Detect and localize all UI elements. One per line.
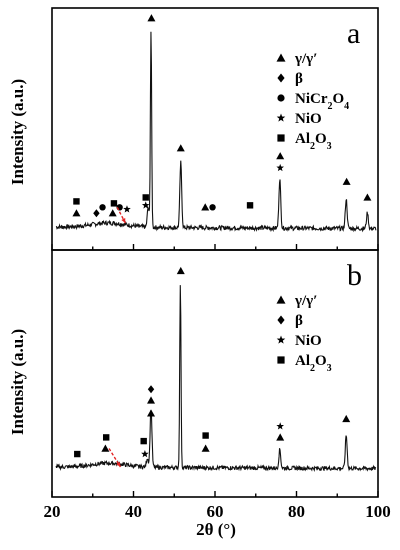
x-axis-title: 2θ (°) [196, 520, 236, 539]
legend-circle-icon [277, 94, 285, 102]
star-marker [276, 163, 284, 172]
triangle-marker [101, 444, 110, 452]
square-marker [110, 200, 118, 207]
triangle-marker [276, 152, 285, 160]
legend-diamond-icon [277, 73, 285, 83]
panel-letter: a [347, 17, 360, 50]
red-arrow-head [121, 218, 126, 224]
legend-label: β [295, 313, 303, 329]
legend-label: NiCr2O4 [295, 91, 349, 112]
x-tick-label: 20 [44, 502, 61, 521]
triangle-marker [276, 433, 285, 441]
star-marker [141, 201, 150, 209]
legend-label: γ/γ′ [294, 51, 317, 67]
triangle-marker [147, 409, 156, 417]
star-marker [276, 422, 284, 430]
star-marker [123, 205, 131, 213]
red-arrow-line [116, 206, 126, 224]
legend-label: γ/γ′ [294, 293, 317, 309]
triangle-marker [147, 14, 156, 22]
xrd-pattern-line [55, 285, 377, 472]
triangle-marker [201, 203, 210, 211]
x-tick-label: 80 [288, 502, 305, 521]
x-tick-label: 40 [125, 502, 142, 521]
legend-label: β [295, 71, 303, 87]
x-tick-label: 100 [365, 502, 391, 521]
diamond-marker [147, 385, 155, 394]
square-marker [140, 437, 147, 445]
panel-b: b γ/γ′ β NiO Al2O3 [55, 259, 377, 472]
triangle-marker [342, 414, 351, 423]
legend-label: NiO [295, 333, 322, 349]
square-marker [102, 434, 110, 441]
shared-axes: 20 40 60 80 100 [44, 7, 391, 521]
panel-frame [51, 7, 379, 251]
triangle-marker [147, 396, 156, 404]
y-axis-title-a: Intensity (a.u.) [8, 79, 27, 185]
legend-square-icon [277, 356, 285, 364]
diamond-marker [93, 209, 100, 218]
circle-marker [209, 204, 216, 211]
red-arrow-line [108, 448, 122, 468]
legend-square-icon [277, 134, 285, 142]
triangle-marker [176, 266, 185, 275]
legend-triangle-icon [276, 295, 286, 304]
legend-star-icon [276, 335, 286, 344]
x-tick-label: 60 [207, 502, 224, 521]
legend-label: Al2O3 [295, 353, 332, 374]
legend-star-icon [276, 113, 286, 122]
legend-triangle-icon [276, 53, 286, 62]
circle-marker [99, 204, 106, 211]
star-marker [141, 450, 149, 458]
xrd-pattern-line [55, 31, 377, 233]
square-marker [246, 202, 254, 209]
panel-frame [51, 249, 379, 498]
y-axis-title-b: Intensity (a.u.) [8, 329, 27, 435]
panel-letter: b [347, 259, 362, 292]
legend-label: NiO [295, 111, 322, 127]
square-marker [73, 198, 80, 205]
triangle-marker [176, 144, 185, 152]
triangle-marker [342, 177, 351, 185]
triangle-marker [201, 444, 210, 452]
square-marker [202, 432, 209, 439]
square-marker [74, 450, 81, 458]
square-marker [142, 194, 149, 201]
triangle-marker [72, 209, 81, 217]
triangle-marker [363, 193, 372, 201]
legend-label: Al2O3 [295, 131, 332, 152]
triangle-marker [108, 209, 117, 217]
red-arrow-head [116, 462, 121, 467]
legend-diamond-icon [277, 315, 285, 325]
